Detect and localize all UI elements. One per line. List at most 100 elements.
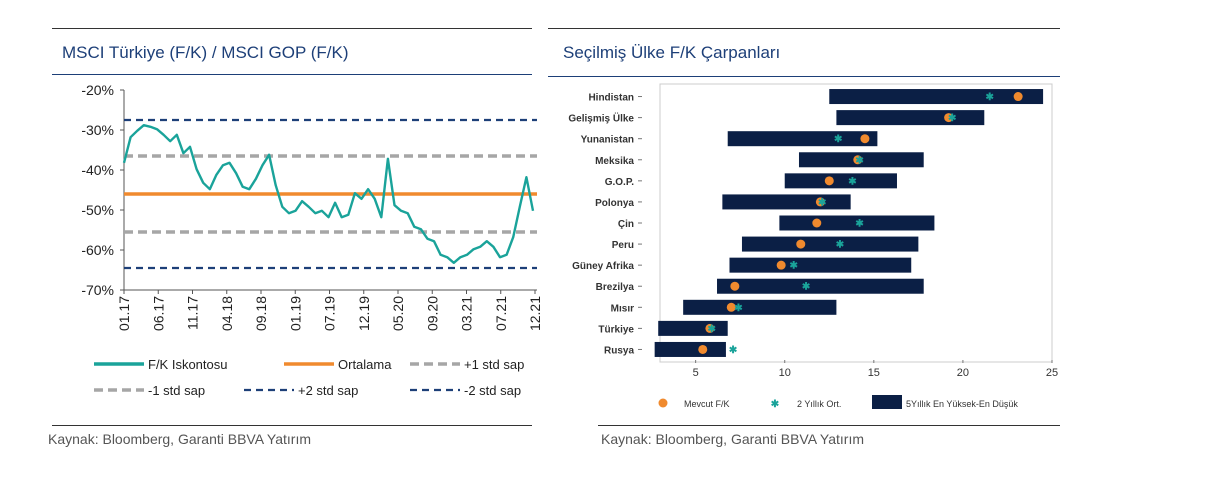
legend-label: -2 std sap [464, 383, 521, 398]
two-year-avg-marker: ✱ [729, 345, 738, 356]
two-year-avg-marker: ✱ [802, 282, 811, 293]
right-x-axis: 5 10 15 20 25 [693, 360, 1058, 379]
left-x-tick-label: 09.20 [424, 296, 440, 331]
right-legend: Mevcut F/K ✱ 2 Yıllık Ort. 5Yıllık En Yükse… [658, 395, 1018, 410]
category-label: Mısır [611, 303, 634, 314]
left-y-tick-label: -60% [81, 242, 114, 258]
two-year-avg-marker: ✱ [734, 303, 743, 314]
left-chart: -20% -30% -40% -50% -60% -70% 01.17 06.17 11.17… [81, 82, 542, 398]
left-legend: F/K Iskontosu Ortalama +1 std sap -1 std sa… [94, 357, 524, 398]
left-x-tick-label: 03.21 [459, 296, 475, 331]
range-bar [784, 173, 897, 189]
current-pe-marker [860, 134, 870, 144]
right-x-tick-label: 20 [957, 367, 969, 379]
legend-label: +2 std sap [298, 383, 358, 398]
current-pe-marker [776, 260, 786, 270]
category-label: Güney Afrika [572, 261, 634, 272]
category-label: Yunanistan [581, 135, 634, 146]
right-x-tick-label: 15 [868, 367, 880, 379]
right-top-rule [548, 28, 1060, 29]
left-bottom-rule [52, 425, 532, 426]
left-x-tick-label: 06.17 [150, 296, 166, 331]
left-y-axis: -20% -30% -40% -50% -60% -70% [81, 82, 125, 298]
range-bar [727, 131, 878, 147]
left-reference-lines [124, 118, 537, 270]
left-x-tick-label: 01.19 [287, 296, 303, 331]
range-bar [683, 299, 837, 315]
left-x-tick-label: 11.17 [185, 296, 201, 330]
left-x-tick-label: 04.18 [219, 296, 235, 331]
left-x-tick-label: 12.19 [356, 296, 372, 331]
range-bar [829, 89, 1044, 105]
category-label: Polonya [595, 198, 634, 209]
right-x-tick-label: 5 [693, 367, 699, 379]
legend-label: Mevcut F/K [684, 399, 730, 409]
current-pe-marker [705, 323, 715, 333]
legend-circle-icon [658, 398, 668, 408]
legend-rect-icon [872, 395, 902, 409]
right-source: Kaynak: Bloomberg, Garanti BBVA Yatırım [601, 431, 865, 447]
category-label: Brezilya [596, 282, 635, 293]
right-title-rule [548, 76, 1060, 77]
legend-label: F/K Iskontosu [148, 357, 227, 372]
two-year-avg-marker: ✱ [948, 113, 957, 124]
current-pe-marker [796, 239, 806, 249]
left-x-tick-label: 01.17 [116, 296, 132, 331]
right-category-axis: Hindistan Gelişmiş Ülke Yunanistan Meksika G… [568, 93, 642, 356]
legend-label: 5Yıllık En Yüksek-En Düşük [906, 399, 1018, 409]
left-y-tick-label: -70% [81, 282, 114, 298]
category-label: Çin [618, 219, 634, 230]
two-year-avg-marker: ✱ [707, 324, 716, 335]
right-plot-frame [659, 83, 1053, 363]
range-bar [729, 257, 912, 273]
left-chart-title: MSCI Türkiye (F/K) / MSCI GOP (F/K) [62, 43, 349, 62]
discount-series-line [122, 124, 535, 264]
current-pe-marker [726, 302, 736, 312]
two-year-avg-marker: ✱ [789, 261, 798, 272]
two-year-avg-marker: ✱ [834, 134, 843, 145]
current-pe-marker [853, 155, 863, 165]
left-y-tick-label: -30% [81, 122, 114, 138]
left-x-tick-label: 12.21 [527, 296, 542, 331]
current-pe-marker [824, 176, 834, 186]
range-bar [722, 194, 851, 210]
left-y-tick-label: -20% [81, 82, 114, 98]
category-label: Gelişmiş Ülke [568, 112, 634, 125]
range-bar [654, 341, 726, 357]
legend-label: +1 std sap [464, 357, 524, 372]
left-source: Kaynak: Bloomberg, Garanti BBVA Yatırım [48, 431, 312, 447]
two-year-avg-marker: ✱ [985, 92, 994, 103]
legend-label: 2 Yıllık Ort. [797, 399, 841, 409]
right-chart: Hindistan Gelişmiş Ülke Yunanistan Meksika G… [568, 83, 1058, 410]
range-bar [717, 278, 924, 294]
current-pe-marker [812, 218, 822, 228]
range-bar [836, 110, 985, 126]
current-pe-marker [730, 281, 740, 291]
two-year-avg-marker: ✱ [818, 197, 827, 208]
current-pe-marker [1013, 92, 1023, 102]
two-year-avg-marker: ✱ [855, 219, 864, 230]
two-year-avg-marker: ✱ [855, 155, 864, 166]
left-y-tick-label: -50% [81, 202, 114, 218]
legend-label: Ortalama [338, 357, 392, 372]
two-year-avg-marker: ✱ [836, 240, 845, 251]
range-bar [741, 236, 919, 252]
left-series [122, 124, 535, 264]
right-x-tick-label: 25 [1046, 367, 1058, 379]
left-x-tick-label: 07.19 [322, 296, 338, 331]
left-title-rule [52, 74, 532, 75]
category-label: G.O.P. [605, 177, 634, 188]
current-pe-marker [698, 344, 708, 354]
right-x-tick-label: 10 [779, 367, 791, 379]
current-pe-marker [944, 113, 954, 123]
two-year-avg-marker: ✱ [848, 176, 857, 187]
left-x-tick-label: 07.21 [493, 296, 509, 331]
right-chart-title: Seçilmiş Ülke F/K Çarpanları [563, 43, 781, 62]
left-x-tick-label: 09.18 [253, 296, 269, 331]
left-x-axis: 01.17 06.17 11.17 04.18 09.18 01.19 07.19 12.19… [116, 289, 542, 331]
left-x-tick-label: 05.20 [390, 296, 406, 331]
left-top-rule [52, 28, 532, 29]
left-y-tick-label: -40% [81, 162, 114, 178]
category-label: Rusya [604, 345, 634, 356]
category-label: Meksika [595, 156, 634, 167]
